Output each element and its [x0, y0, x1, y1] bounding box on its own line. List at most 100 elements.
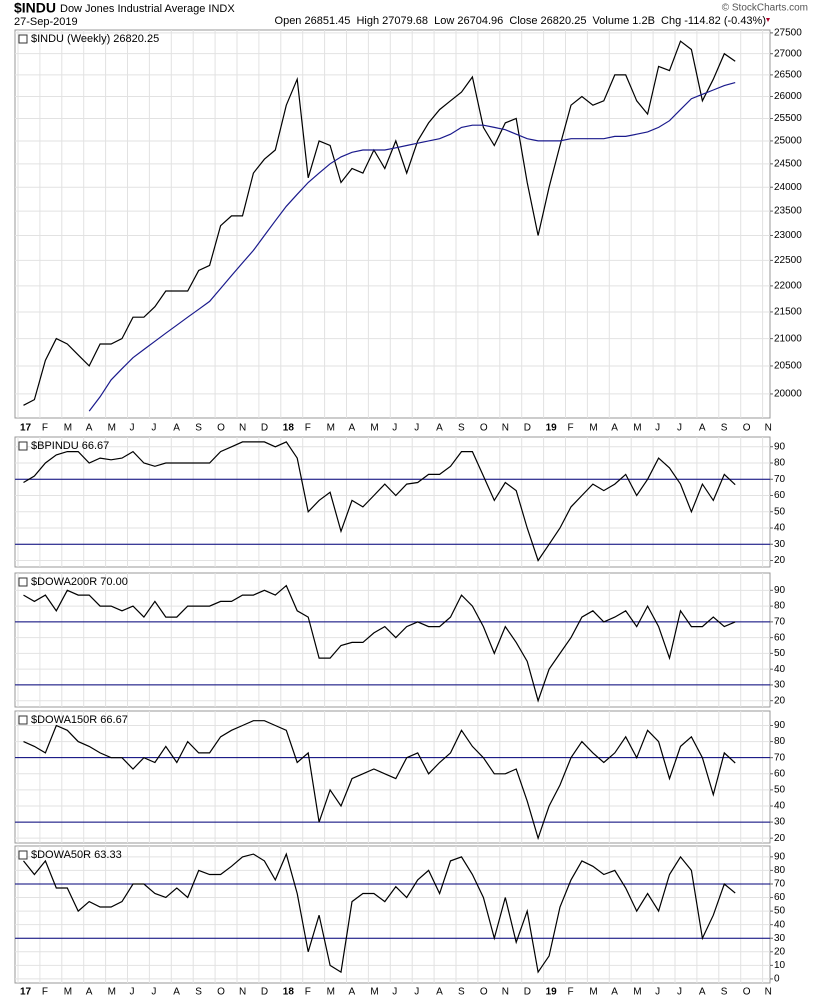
x-tick-label: O	[743, 987, 751, 998]
x-tick-label: J	[677, 423, 682, 434]
x-tick-label: J	[151, 987, 156, 998]
y-tick-label: 25500	[774, 113, 802, 124]
y-tick-label: 23000	[774, 230, 802, 241]
x-tick-label: J	[414, 423, 419, 434]
x-tick-label: O	[217, 423, 225, 434]
x-tick-label: N	[239, 987, 246, 998]
y-tick-label: 50	[774, 506, 786, 517]
y-tick-label: 20	[774, 833, 786, 844]
data-line	[23, 852, 736, 974]
y-tick-label: 22000	[774, 281, 802, 292]
x-tick-label: F	[568, 987, 574, 998]
y-tick-label: 30	[774, 680, 786, 691]
x-tick-label: J	[414, 987, 419, 998]
x-tick-label: A	[349, 423, 356, 434]
x-tick-label: N	[502, 987, 509, 998]
x-tick-label: J	[392, 423, 397, 434]
panel-title: $INDU (Weekly) 26820.25	[31, 33, 159, 45]
x-tick-label: A	[436, 423, 443, 434]
y-tick-label: 80	[774, 736, 786, 747]
y-tick-label: 50	[774, 648, 786, 659]
y-tick-label: 20	[774, 555, 786, 566]
x-tick-label: N	[765, 423, 772, 434]
x-tick-label: 17	[20, 987, 32, 998]
x-tick-label: M	[327, 423, 335, 434]
x-tick-label: 17	[20, 423, 32, 434]
title-icon	[18, 715, 28, 725]
x-tick-label: J	[677, 987, 682, 998]
x-tick-label: F	[305, 423, 311, 434]
x-tick-label: F	[42, 987, 48, 998]
y-tick-label: 40	[774, 523, 786, 534]
y-tick-label: 26500	[774, 70, 802, 81]
x-tick-label: 18	[283, 987, 295, 998]
x-tick-label: O	[217, 987, 225, 998]
y-tick-label: 60	[774, 490, 786, 501]
x-tick-label: O	[743, 423, 751, 434]
panel-title: $DOWA200R 70.00	[31, 576, 128, 588]
x-tick-label: N	[765, 987, 772, 998]
x-tick-label: A	[699, 987, 706, 998]
y-tick-label: 80	[774, 601, 786, 612]
y-tick-label: 20000	[774, 389, 802, 400]
x-tick-label: 19	[546, 987, 558, 998]
x-tick-label: N	[239, 423, 246, 434]
x-tick-label: J	[130, 987, 135, 998]
panel	[14, 572, 771, 708]
x-tick-label: F	[42, 423, 48, 434]
y-tick-label: 70	[774, 617, 786, 628]
y-tick-label: 90	[774, 851, 786, 862]
x-tick-label: O	[480, 987, 488, 998]
x-tick-label: A	[349, 987, 356, 998]
down-arrow	[766, 18, 770, 22]
x-tick-label: M	[370, 987, 378, 998]
y-tick-label: 27500	[774, 28, 802, 39]
x-tick-label: A	[86, 423, 93, 434]
y-tick-label: 27000	[774, 48, 802, 59]
y-tick-label: 20	[774, 946, 786, 957]
x-tick-label: S	[195, 987, 202, 998]
x-tick-label: S	[195, 423, 202, 434]
y-tick-label: 25000	[774, 136, 802, 147]
x-tick-label: J	[130, 423, 135, 434]
y-tick-label: 50	[774, 785, 786, 796]
x-tick-label: J	[151, 423, 156, 434]
x-tick-label: S	[721, 423, 728, 434]
x-tick-label: M	[589, 987, 597, 998]
y-tick-label: 90	[774, 585, 786, 596]
y-tick-label: 60	[774, 768, 786, 779]
x-tick-label: M	[327, 987, 335, 998]
y-tick-label: 70	[774, 879, 786, 890]
x-tick-label: M	[64, 423, 72, 434]
x-tick-label: 18	[283, 423, 295, 434]
quote: Open 26851.45 High 27079.68 Low 26704.96…	[275, 15, 766, 27]
y-tick-label: 40	[774, 919, 786, 930]
x-tick-label: M	[633, 987, 641, 998]
y-tick-label: 24500	[774, 158, 802, 169]
y-tick-label: 23500	[774, 206, 802, 217]
title-icon	[18, 577, 28, 587]
y-tick-label: 80	[774, 865, 786, 876]
x-tick-label: A	[173, 423, 180, 434]
y-tick-label: 30	[774, 933, 786, 944]
title-icon	[18, 441, 28, 451]
panel	[14, 29, 771, 419]
x-tick-label: A	[86, 987, 93, 998]
y-tick-label: 10	[774, 960, 786, 971]
x-tick-label: D	[261, 423, 268, 434]
y-tick-label: 40	[774, 664, 786, 675]
x-tick-label: J	[655, 423, 660, 434]
y-tick-label: 20500	[774, 361, 802, 372]
x-tick-label: M	[108, 987, 116, 998]
y-tick-label: 50	[774, 906, 786, 917]
data-line	[23, 584, 736, 703]
y-tick-label: 60	[774, 892, 786, 903]
credit: © StockCharts.com	[722, 3, 808, 14]
y-tick-label: 24000	[774, 182, 802, 193]
x-tick-label: A	[611, 987, 618, 998]
y-tick-label: 40	[774, 801, 786, 812]
y-tick-label: 21500	[774, 307, 802, 318]
x-tick-label: M	[64, 987, 72, 998]
x-tick-label: D	[524, 423, 531, 434]
